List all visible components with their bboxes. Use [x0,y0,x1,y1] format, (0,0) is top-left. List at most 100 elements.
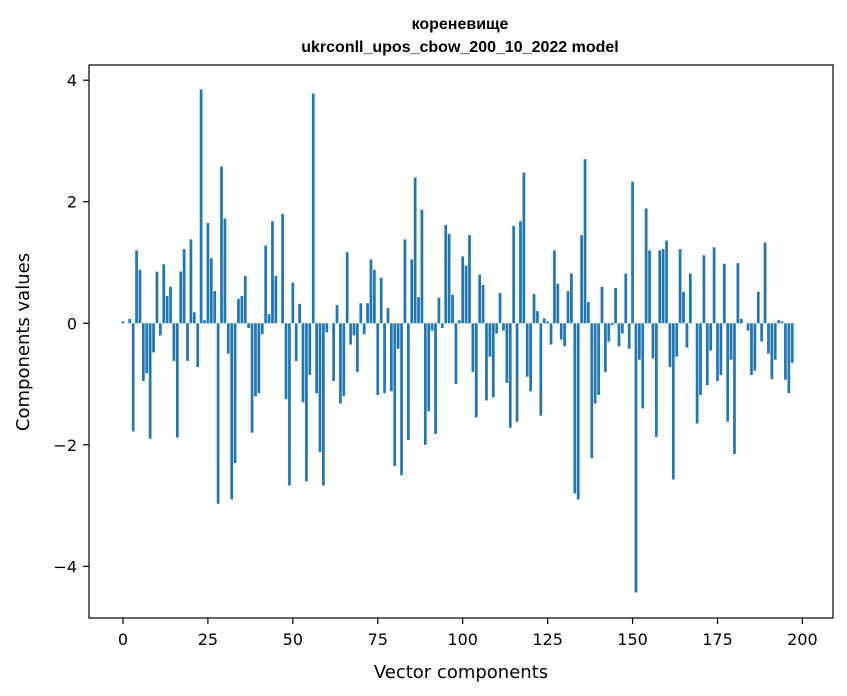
y-tick-label: 2 [67,193,77,212]
bar-component-116 [515,323,519,422]
bar-component-15 [172,323,176,361]
bar-component-149 [627,323,631,349]
bar-component-57 [315,323,318,394]
bar-component-148 [624,273,628,324]
bar-component-90 [427,323,431,412]
bar-component-25 [206,223,210,324]
bar-component-102 [468,235,471,324]
bar-component-22 [196,323,200,368]
bar-component-45 [274,275,278,324]
bar-component-177 [722,263,726,324]
bar-component-156 [651,323,655,359]
bar-component-70 [359,303,363,324]
bar-component-29 [220,166,223,324]
y-tick-label: 0 [67,314,77,333]
bar-component-17 [179,271,183,324]
bar-component-150 [631,181,634,324]
bar-component-181 [736,263,740,324]
bar-component-157 [654,323,658,437]
bar-component-126 [549,323,553,345]
bar-component-159 [661,249,665,324]
bar-component-147 [621,323,624,334]
bar-component-12 [162,264,166,324]
bar-component-121 [532,294,536,324]
bar-component-114 [508,323,512,428]
bar-component-154 [644,208,648,324]
bar-component-123 [539,323,543,416]
bar-component-187 [756,291,760,324]
bar-component-80 [393,323,397,467]
bar-component-65 [342,323,346,397]
x-tick-label: 200 [787,630,818,649]
bar-component-16 [175,323,179,438]
bar-component-163 [675,323,679,357]
bar-component-158 [658,250,662,324]
bar-component-160 [665,240,668,324]
bar-component-81 [396,323,400,349]
bar-component-106 [481,284,485,324]
bar-component-77 [383,323,386,394]
bar-component-9 [152,323,155,353]
bar-component-175 [716,323,719,381]
chart-title: кореневище [412,16,509,33]
bar-component-6 [142,323,145,381]
bar-component-145 [614,288,617,324]
bar-component-35 [240,295,244,324]
bar-component-143 [607,323,611,342]
bar-component-186 [753,323,757,371]
bar-component-41 [260,323,264,335]
bar-component-139 [593,323,597,404]
bar-component-73 [369,259,373,324]
bar-component-185 [750,323,753,375]
bar-component-162 [671,323,675,480]
bar-component-0 [121,321,125,324]
bar-component-78 [386,308,390,324]
bar-component-30 [223,218,227,324]
bar-component-169 [695,323,699,424]
bar-component-94 [440,323,444,329]
plot-area-frame [88,64,834,619]
bar-component-5 [138,269,142,324]
bar-component-39 [254,323,257,397]
bar-component-182 [739,319,743,324]
bar-component-192 [773,323,777,360]
bar-component-89 [423,323,427,445]
bar-component-72 [366,303,369,324]
bar-component-62 [332,323,335,381]
bar-component-142 [604,323,607,372]
bar-component-26 [209,258,213,324]
bar-component-171 [702,255,706,324]
bar-component-176 [719,323,723,375]
y-tick-label: −2 [53,436,77,455]
bar-component-174 [712,247,716,324]
bar-component-110 [495,323,499,334]
bar-component-173 [709,323,713,351]
bar-component-68 [352,323,356,336]
bar-component-40 [257,323,261,394]
bar-component-184 [746,323,750,331]
bar-component-60 [325,323,329,333]
bar-component-103 [471,323,475,372]
bar-component-97 [451,294,454,324]
bar-component-167 [688,273,692,324]
bar-component-144 [610,323,614,326]
bar-component-37 [247,323,251,329]
y-axis-label: Components values [13,253,34,431]
bar-component-122 [536,311,539,324]
bar-component-172 [705,323,709,386]
bar-component-141 [600,286,604,324]
bar-component-124 [542,318,546,324]
bar-component-43 [267,314,271,324]
bar-component-74 [373,269,376,324]
bar-component-164 [678,249,682,324]
bar-component-44 [271,221,274,324]
bar-component-101 [464,265,468,324]
bar-component-133 [573,323,577,494]
bar-component-100 [461,256,465,324]
bar-component-105 [478,274,482,324]
x-tick-label: 0 [118,630,128,649]
bar-component-8 [148,323,152,439]
bar-component-38 [250,323,254,433]
x-tick-label: 50 [283,630,303,649]
bar-component-32 [230,323,234,500]
